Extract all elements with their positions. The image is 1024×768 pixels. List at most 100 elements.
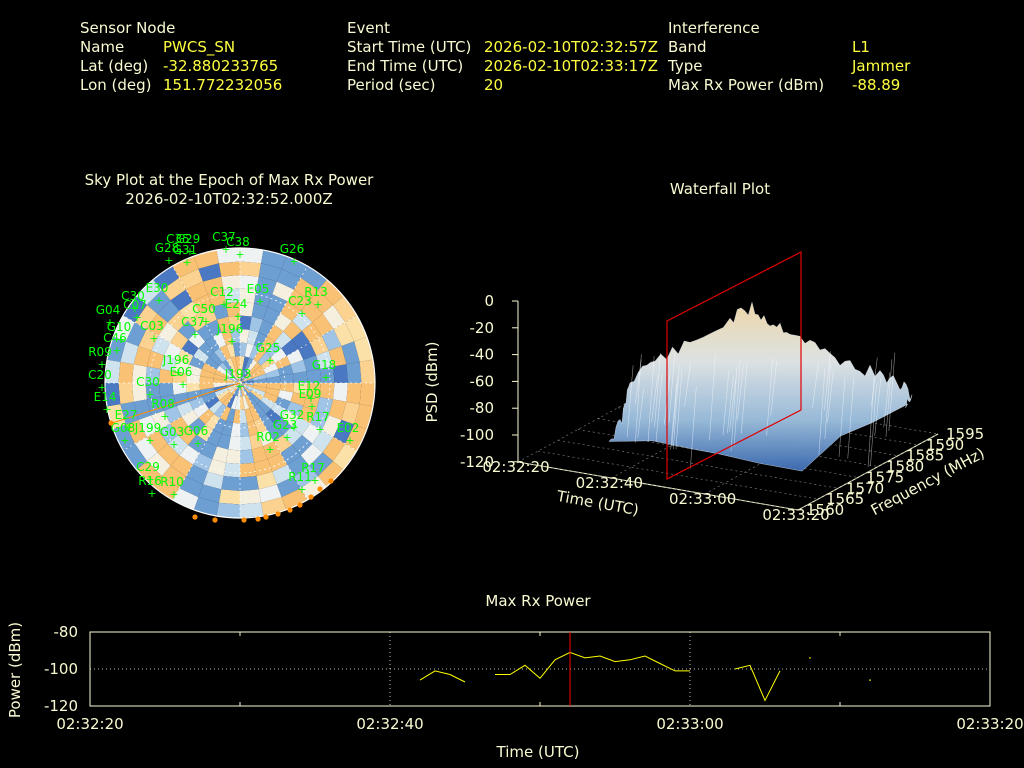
sky-heat-cell xyxy=(258,429,274,447)
sky-heat-cell xyxy=(274,331,292,349)
sky-heat-cell xyxy=(205,336,220,352)
sky-heat-cell xyxy=(292,435,313,456)
sky-heat-cell xyxy=(125,322,147,347)
sky-satellite-marker: + xyxy=(123,421,132,434)
sky-heat-cell xyxy=(176,349,194,365)
sky-heat-cell xyxy=(158,322,178,343)
sky-heat-cell xyxy=(219,362,232,375)
sky-satellite-label: C30 xyxy=(136,375,160,389)
sky-heat-cell xyxy=(278,390,294,402)
sky-heat-cell xyxy=(279,373,294,383)
sky-heat-cell xyxy=(251,446,268,463)
sky-satellite-marker: + xyxy=(307,400,316,413)
sky-heat-cell xyxy=(263,441,281,460)
sky-heat-cell xyxy=(186,281,208,302)
sky-heat-cell xyxy=(170,289,193,311)
event-start-value: 2026-02-10T02:32:57Z xyxy=(484,38,658,56)
sky-heat-cell xyxy=(312,313,334,336)
sky-heat-cell xyxy=(237,369,240,383)
power-chart-line xyxy=(419,670,466,683)
sky-heat-cell xyxy=(240,383,247,396)
sky-satellite-marker: + xyxy=(178,378,187,391)
sky-heat-cell xyxy=(333,419,355,444)
sky-heat-cell xyxy=(294,277,319,301)
sky-heat-cell xyxy=(322,304,346,329)
sky-heat-cell xyxy=(319,383,335,400)
sky-heat-cell xyxy=(189,356,205,370)
sky-heat-cell xyxy=(219,391,232,404)
sky-satellite-label: C37 xyxy=(212,230,236,244)
waterfall-ridge xyxy=(847,378,855,459)
sky-satellite-marker: + xyxy=(233,310,242,323)
sensor-lon-label: Lon (deg) xyxy=(80,76,152,94)
sky-heat-cell xyxy=(200,387,215,397)
waterfall-frequency-tick-label: 1565 xyxy=(826,490,864,508)
sky-heat-cell xyxy=(219,406,231,422)
sky-heat-cell xyxy=(230,395,238,410)
sky-heat-cell xyxy=(227,383,240,390)
sky-heat-cell xyxy=(172,488,199,510)
sky-heat-cell xyxy=(303,394,320,411)
waterfall-grid-line xyxy=(657,385,939,435)
sky-heat-cell xyxy=(240,502,264,518)
sky-heat-cell xyxy=(193,497,219,516)
sky-heat-cell xyxy=(120,401,139,425)
sky-heat-cell xyxy=(134,437,158,462)
sky-heat-cell xyxy=(276,476,301,498)
sky-satellite-label: E24 xyxy=(225,297,248,311)
sky-heat-cell xyxy=(173,359,190,374)
power-chart-x-tick-label: 02:33:20 xyxy=(956,715,1023,733)
waterfall-ridge xyxy=(672,365,680,449)
sky-heat-cell xyxy=(279,383,294,393)
waterfall-grid-line xyxy=(704,417,845,495)
sky-heat-cell xyxy=(267,424,284,442)
waterfall-grid-line xyxy=(597,418,879,467)
sky-heat-cell xyxy=(213,378,227,383)
waterfall-ridge xyxy=(824,362,832,440)
waterfall-ridge xyxy=(635,354,642,443)
waterfall-ridge xyxy=(651,375,658,423)
sky-satellite-marker: + xyxy=(315,423,324,436)
sky-heat-cell xyxy=(240,383,243,397)
sky-satellite-label: C46 xyxy=(103,331,127,345)
sky-satellite-label: C50 xyxy=(192,302,216,316)
sky-satellite-label: G31 xyxy=(173,243,198,257)
sky-heat-cell xyxy=(240,383,254,386)
sky-satellite-marker: + xyxy=(265,443,274,456)
sky-satellite-marker: + xyxy=(102,403,111,416)
sky-heat-cell xyxy=(253,403,266,419)
sky-satellite-label: R10 xyxy=(160,475,184,489)
sky-heat-cell xyxy=(240,378,254,383)
sky-heat-cell xyxy=(272,281,294,302)
sky-satellite-marker: + xyxy=(282,431,291,444)
waterfall-ridge xyxy=(733,359,741,447)
power-chart-y-label: Power (dBm) xyxy=(6,622,24,718)
sky-heat-cell xyxy=(293,383,308,395)
sky-heat-cell xyxy=(252,373,267,381)
sky-heat-cell xyxy=(213,383,227,388)
sky-heat-cell xyxy=(193,250,219,269)
sky-heat-cell xyxy=(261,250,287,269)
sky-heat-cell xyxy=(303,355,320,372)
power-chart-x-tick-label: 02:32:20 xyxy=(56,715,123,733)
sky-heat-cell xyxy=(300,266,327,290)
sky-satellite-label: C12 xyxy=(210,285,234,299)
sky-satellite-label: J193 xyxy=(224,367,251,381)
sky-heat-cell xyxy=(167,310,188,331)
sky-satellite-label: E12 xyxy=(298,379,321,393)
sky-heat-cell xyxy=(267,294,288,313)
sky-heat-cell xyxy=(216,365,230,377)
sky-heat-cell xyxy=(228,383,240,392)
sky-heat-cell xyxy=(123,443,147,470)
sky-satellite-marker: + xyxy=(190,328,199,341)
sky-satellite-label: C23 xyxy=(288,294,312,308)
sky-heat-cell xyxy=(240,489,262,505)
sky-edge-marker xyxy=(287,507,293,513)
sky-heat-cell xyxy=(242,395,250,410)
waterfall-ridge xyxy=(626,365,634,438)
waterfall-ridge xyxy=(812,363,819,408)
sky-satellite-label: C30 xyxy=(121,289,145,303)
sky-heat-cell xyxy=(290,359,307,374)
sky-satellite-marker: + xyxy=(164,254,173,267)
sky-heat-cell xyxy=(333,296,357,323)
